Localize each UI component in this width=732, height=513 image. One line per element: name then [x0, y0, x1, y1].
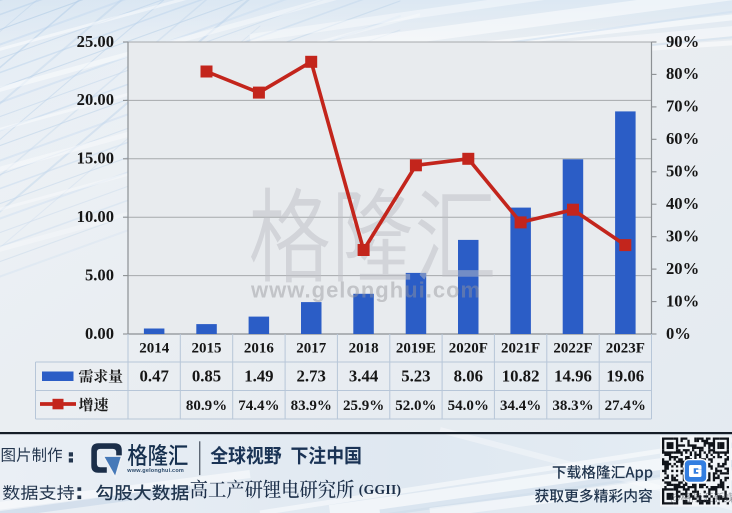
svg-text:19.06: 19.06 [606, 367, 644, 386]
svg-text:www.gelonghui.com: www.gelonghui.com [250, 278, 481, 303]
svg-text:74.4%: 74.4% [238, 398, 279, 414]
svg-text:80%: 80% [666, 64, 699, 83]
svg-text:3.44: 3.44 [349, 367, 379, 386]
svg-text:38.3%: 38.3% [552, 398, 593, 414]
svg-text:(GGII): (GGII) [359, 482, 402, 498]
svg-text:0.00: 0.00 [85, 324, 114, 343]
svg-text:10.00: 10.00 [77, 207, 114, 226]
svg-text:2016: 2016 [244, 341, 275, 357]
svg-text:2019E: 2019E [396, 341, 436, 357]
svg-text:40%: 40% [666, 194, 699, 213]
svg-text:50%: 50% [666, 162, 699, 181]
svg-text:20%: 20% [666, 259, 699, 278]
svg-text:25.00: 25.00 [77, 32, 114, 51]
svg-text:15.00: 15.00 [77, 149, 114, 168]
svg-text:0.47: 0.47 [140, 367, 169, 386]
svg-text:0.85: 0.85 [192, 367, 221, 386]
svg-text:54.0%: 54.0% [448, 398, 489, 414]
svg-text:1.49: 1.49 [244, 367, 273, 386]
svg-text:34.4%: 34.4% [500, 398, 541, 414]
svg-text:60%: 60% [666, 129, 699, 148]
svg-text:20.00: 20.00 [77, 90, 114, 109]
svg-text:8.06: 8.06 [454, 367, 483, 386]
svg-text:27.4%: 27.4% [605, 398, 646, 414]
svg-text:2020F: 2020F [449, 341, 488, 357]
svg-text:30%: 30% [666, 227, 699, 246]
svg-text:2021F: 2021F [501, 341, 540, 357]
svg-text:2022F: 2022F [553, 341, 592, 357]
svg-text:2023F: 2023F [606, 341, 645, 357]
svg-text:2014: 2014 [139, 341, 170, 357]
svg-text:2015: 2015 [192, 341, 222, 357]
svg-text:www.gelonghui.com: www.gelonghui.com [126, 468, 184, 474]
svg-text:25.9%: 25.9% [343, 398, 384, 414]
svg-text:52.0%: 52.0% [395, 398, 436, 414]
svg-text:80.9%: 80.9% [186, 398, 227, 414]
svg-text:70%: 70% [666, 97, 699, 116]
svg-text:5.00: 5.00 [85, 265, 114, 284]
svg-text:0%: 0% [666, 324, 691, 343]
svg-text:10.82: 10.82 [502, 367, 540, 386]
svg-text:14.96: 14.96 [554, 367, 592, 386]
svg-text:10%: 10% [666, 291, 699, 310]
svg-text:83.9%: 83.9% [291, 398, 332, 414]
svg-text:2.73: 2.73 [297, 367, 326, 386]
svg-text:90%: 90% [666, 32, 699, 51]
svg-text:5.23: 5.23 [401, 367, 430, 386]
svg-text:2018: 2018 [349, 341, 379, 357]
svg-text:2017: 2017 [296, 341, 327, 357]
